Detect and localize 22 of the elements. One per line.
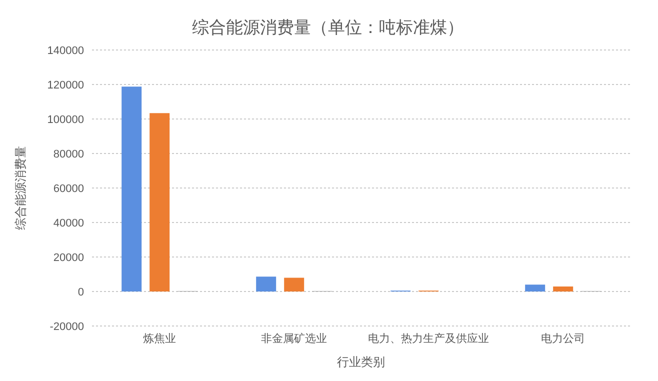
y-tick-label: 20000 [53, 252, 84, 264]
y-tick-label: 140000 [47, 44, 84, 57]
y-tick-label: 80000 [53, 148, 84, 160]
bar [553, 286, 574, 292]
x-tick-label: 电力、热力生产及供应业 [368, 332, 489, 345]
bar [256, 276, 276, 292]
y-tick-label: -20000 [50, 320, 84, 333]
bar [122, 86, 142, 292]
x-tick-label: 炼焦业 [142, 332, 176, 345]
x-tick-label: 电力公司 [540, 332, 585, 345]
chart-title: 综合能源消费量（单位：吨标准煤） [191, 17, 465, 39]
y-tick-label: 0 [78, 286, 84, 298]
y-tick-label: 40000 [53, 217, 84, 230]
y-tick-label: 120000 [47, 79, 84, 92]
bar [150, 113, 170, 292]
bar [284, 278, 304, 292]
x-axis-title: 行业类别 [337, 355, 385, 369]
x-tick-label: 非金属矿选业 [260, 332, 327, 345]
y-axis-title: 综合能源消费量 [13, 146, 28, 230]
y-tick-label: 100000 [47, 114, 84, 126]
bar [525, 284, 546, 292]
y-tick-label: 60000 [53, 182, 84, 195]
